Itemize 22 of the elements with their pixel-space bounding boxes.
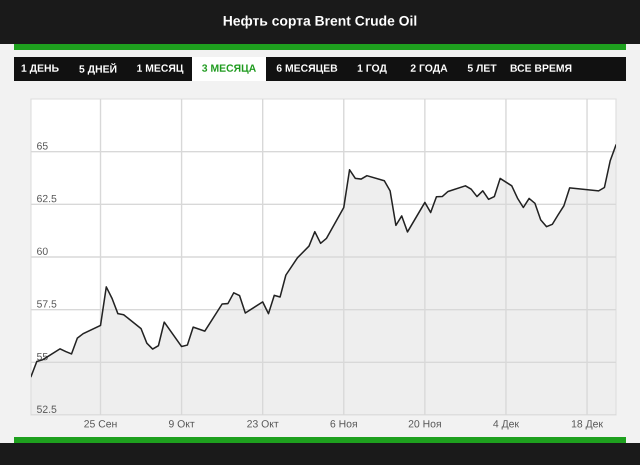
y-tick-label: 62.5: [37, 194, 56, 202]
chart-title: Нефть сорта Brent Crude Oil: [224, 16, 416, 28]
text: 6 МЕСЯЦЕВ: [276, 64, 338, 74]
x-tick-label: 18 Дек: [572, 420, 604, 430]
x-tick-label: 9 Окт: [168, 420, 195, 428]
x-tick-label: 25 Сен: [84, 420, 117, 428]
y-tick-label: 60: [37, 248, 48, 255]
y-tick-label: 65: [37, 142, 48, 150]
y-tick-label: 57.5: [36, 300, 56, 308]
text: 2 ГОДА: [410, 64, 448, 74]
text: ВСЕ ВРЕМЯ: [510, 64, 572, 72]
y-tick-label: 52.5: [36, 406, 56, 413]
text: 1 ГОД: [358, 64, 387, 74]
text: 1 МЕСЯЦ: [137, 64, 184, 74]
text: 5 ЛЕТ: [468, 64, 497, 72]
text: 1 ДЕНЬ: [22, 64, 59, 74]
x-tick-label: 6 Ноя: [330, 420, 357, 428]
text: 3 МЕСЯЦА: [202, 64, 256, 74]
text: 5 ДНЕЙ: [79, 63, 116, 75]
x-tick-label: 4 Дек: [493, 420, 520, 430]
x-tick-label: 23 Окт: [247, 420, 279, 428]
x-tick-label: 20 Ноя: [408, 420, 441, 428]
